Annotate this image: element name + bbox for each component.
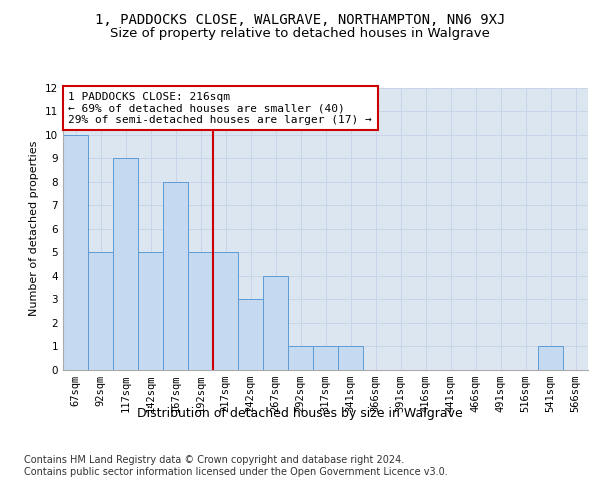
Bar <box>163 182 188 370</box>
Bar <box>338 346 363 370</box>
Text: 1 PADDOCKS CLOSE: 216sqm
← 69% of detached houses are smaller (40)
29% of semi-d: 1 PADDOCKS CLOSE: 216sqm ← 69% of detach… <box>68 92 372 125</box>
Text: 1, PADDOCKS CLOSE, WALGRAVE, NORTHAMPTON, NN6 9XJ: 1, PADDOCKS CLOSE, WALGRAVE, NORTHAMPTON… <box>95 12 505 26</box>
Bar <box>238 300 263 370</box>
Text: Distribution of detached houses by size in Walgrave: Distribution of detached houses by size … <box>137 408 463 420</box>
Bar <box>63 134 88 370</box>
Bar <box>263 276 288 370</box>
Bar <box>313 346 338 370</box>
Bar <box>188 252 213 370</box>
Text: Size of property relative to detached houses in Walgrave: Size of property relative to detached ho… <box>110 28 490 40</box>
Bar <box>88 252 113 370</box>
Bar <box>113 158 138 370</box>
Bar <box>138 252 163 370</box>
Bar <box>213 252 238 370</box>
Text: Contains HM Land Registry data © Crown copyright and database right 2024.
Contai: Contains HM Land Registry data © Crown c… <box>24 455 448 476</box>
Bar <box>538 346 563 370</box>
Y-axis label: Number of detached properties: Number of detached properties <box>29 141 40 316</box>
Bar <box>288 346 313 370</box>
